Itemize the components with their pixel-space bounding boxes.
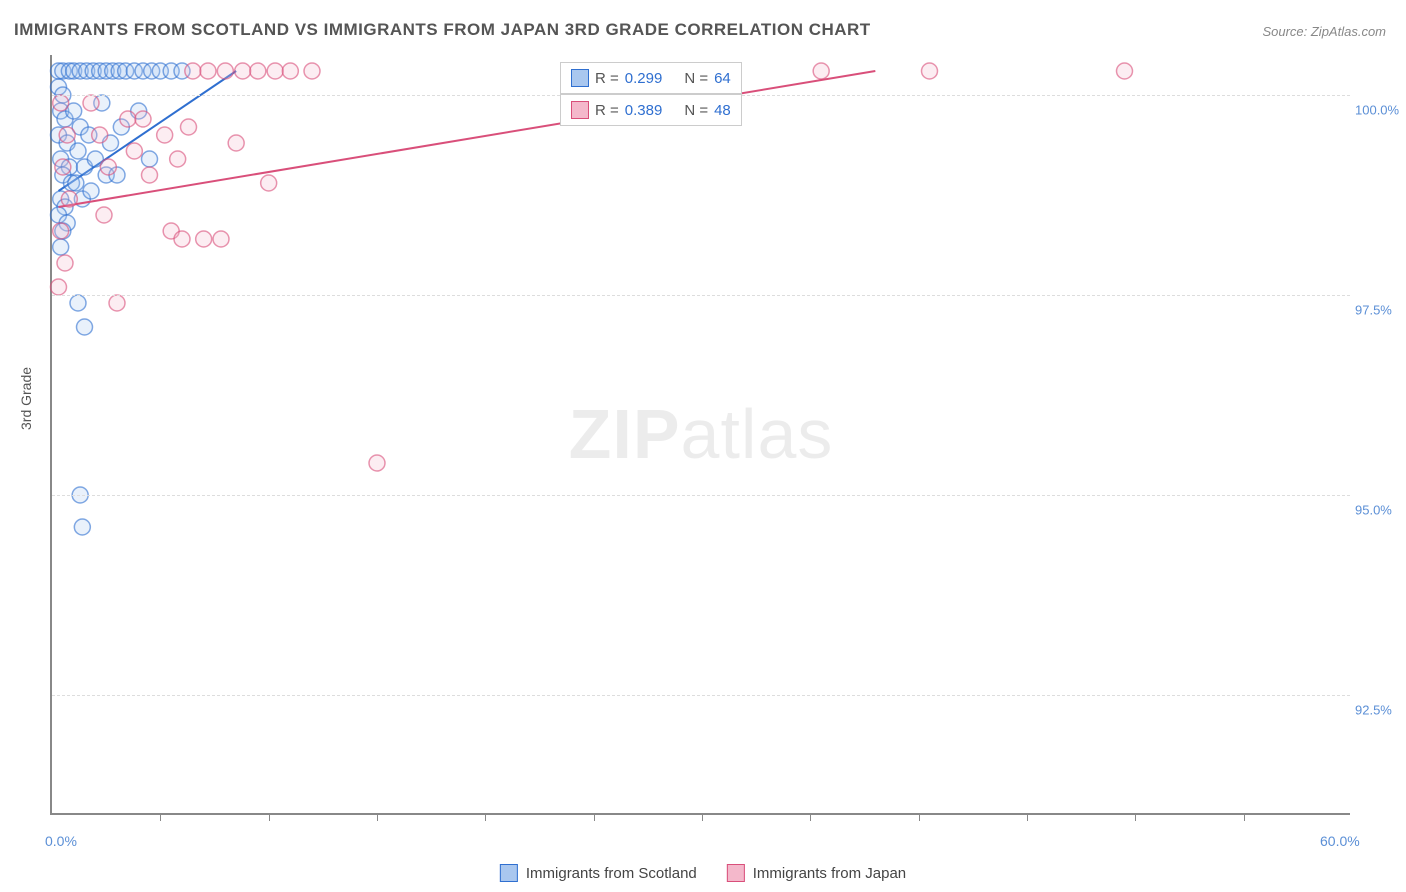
n-value-japan: 48 xyxy=(714,102,731,119)
r-value-japan: 0.389 xyxy=(625,102,663,119)
r-label: R = xyxy=(595,70,619,87)
scatter-point xyxy=(369,455,385,471)
xtick-mark xyxy=(1244,813,1245,821)
scatter-point xyxy=(77,319,93,335)
scatter-point xyxy=(92,127,108,143)
xtick-mark xyxy=(702,813,703,821)
source-label: Source: ZipAtlas.com xyxy=(1262,24,1386,39)
scatter-point xyxy=(157,127,173,143)
xaxis-max-label: 60.0% xyxy=(1320,833,1360,849)
scatter-point xyxy=(53,239,69,255)
scatter-point xyxy=(1117,63,1133,79)
trend-line xyxy=(59,71,876,207)
scatter-point xyxy=(96,207,112,223)
ytick-label: 97.5% xyxy=(1355,303,1405,318)
scatter-point xyxy=(61,191,77,207)
xtick-mark xyxy=(594,813,595,821)
xtick-mark xyxy=(1027,813,1028,821)
r-label: R = xyxy=(595,102,619,119)
yaxis-title: 3rd Grade xyxy=(18,367,34,430)
scatter-point xyxy=(213,231,229,247)
scatter-point xyxy=(250,63,266,79)
ytick-label: 92.5% xyxy=(1355,703,1405,718)
scatter-point xyxy=(228,135,244,151)
scatter-svg xyxy=(52,55,1350,813)
scatter-point xyxy=(53,223,69,239)
scatter-point xyxy=(267,63,283,79)
xtick-mark xyxy=(269,813,270,821)
swatch-japan-icon xyxy=(571,101,589,119)
scatter-point xyxy=(142,151,158,167)
scatter-point xyxy=(282,63,298,79)
gridline-h xyxy=(52,295,1350,296)
scatter-point xyxy=(135,111,151,127)
scatter-point xyxy=(813,63,829,79)
xtick-mark xyxy=(919,813,920,821)
ytick-label: 95.0% xyxy=(1355,503,1405,518)
scatter-point xyxy=(100,159,116,175)
plot-area: ZIPatlas 100.0%97.5%95.0%92.5% xyxy=(50,55,1350,815)
xtick-mark xyxy=(160,813,161,821)
xtick-mark xyxy=(485,813,486,821)
ytick-label: 100.0% xyxy=(1355,103,1405,118)
stats-legend-scotland: R = 0.299 N = 64 xyxy=(560,62,742,94)
scatter-point xyxy=(235,63,251,79)
scatter-point xyxy=(59,127,75,143)
swatch-japan-icon xyxy=(727,864,745,882)
gridline-h xyxy=(52,495,1350,496)
swatch-scotland-icon xyxy=(500,864,518,882)
scatter-point xyxy=(174,231,190,247)
scatter-point xyxy=(120,111,136,127)
xtick-mark xyxy=(1135,813,1136,821)
scatter-point xyxy=(51,279,67,295)
scatter-point xyxy=(109,295,125,311)
r-value-scotland: 0.299 xyxy=(625,70,663,87)
bottom-legend: Immigrants from Scotland Immigrants from… xyxy=(500,864,906,882)
scatter-point xyxy=(57,255,73,271)
n-value-scotland: 64 xyxy=(714,70,731,87)
scatter-point xyxy=(70,143,86,159)
scatter-point xyxy=(55,159,71,175)
gridline-h xyxy=(52,695,1350,696)
scatter-point xyxy=(74,519,90,535)
scatter-point xyxy=(304,63,320,79)
scatter-point xyxy=(181,119,197,135)
scatter-point xyxy=(261,175,277,191)
scatter-point xyxy=(70,295,86,311)
legend-label-scotland: Immigrants from Scotland xyxy=(526,865,697,882)
legend-item-japan: Immigrants from Japan xyxy=(727,864,906,882)
scatter-point xyxy=(142,167,158,183)
scatter-point xyxy=(53,95,69,111)
scatter-point xyxy=(83,95,99,111)
scatter-point xyxy=(185,63,201,79)
xtick-mark xyxy=(810,813,811,821)
stats-legend-japan: R = 0.389 N = 48 xyxy=(560,94,742,126)
scatter-point xyxy=(170,151,186,167)
scatter-point xyxy=(200,63,216,79)
swatch-scotland-icon xyxy=(571,69,589,87)
n-label: N = xyxy=(684,70,708,87)
scatter-point xyxy=(68,175,84,191)
chart-title: IMMIGRANTS FROM SCOTLAND VS IMMIGRANTS F… xyxy=(14,20,871,40)
legend-label-japan: Immigrants from Japan xyxy=(753,865,906,882)
scatter-point xyxy=(196,231,212,247)
scatter-point xyxy=(217,63,233,79)
legend-item-scotland: Immigrants from Scotland xyxy=(500,864,697,882)
scatter-point xyxy=(922,63,938,79)
xtick-mark xyxy=(377,813,378,821)
scatter-point xyxy=(83,183,99,199)
scatter-point xyxy=(126,143,142,159)
xaxis-min-label: 0.0% xyxy=(45,833,77,849)
n-label: N = xyxy=(684,102,708,119)
